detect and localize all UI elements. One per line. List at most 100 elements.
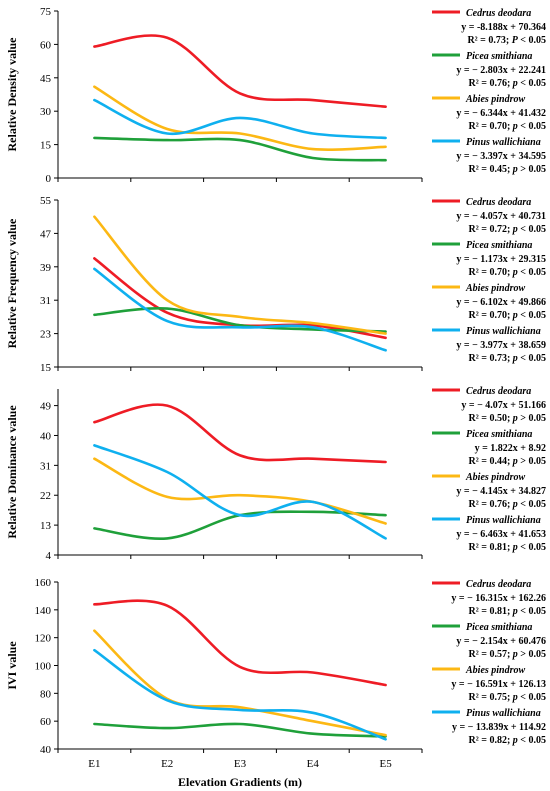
legend-equation: y = − 1.173x + 29.315 xyxy=(456,254,546,265)
series-line-pinus-wallichiana xyxy=(93,444,387,540)
legend-r2: R² = 0.57; xyxy=(469,649,513,660)
legend: Cedrus deodara y = -8.188x + 70.364 R² = 0… xyxy=(432,8,546,175)
legend-equation: y = − 4.057x + 40.731 xyxy=(456,211,546,222)
series-line-abies-pindrow xyxy=(93,85,387,152)
y-tick-label: 49 xyxy=(40,401,52,413)
y-tick-label: 0 xyxy=(46,173,52,185)
legend-series-name: Abies pindrow xyxy=(465,472,526,483)
y-tick-label: 13 xyxy=(40,520,52,532)
legend-series-name: Pinus wallichiana xyxy=(466,326,541,337)
legend-stats: R² = 0.70; p < 0.05 xyxy=(469,310,546,321)
legend-p-value: < 0.05 xyxy=(518,735,546,746)
series-line-cedrus-deodara xyxy=(93,34,387,108)
legend-stats: R² = 0.50; p > 0.05 xyxy=(469,413,546,424)
legend-stats: R² = 0.76; p < 0.05 xyxy=(469,499,546,510)
legend-r2: R² = 0.76; xyxy=(469,78,513,89)
legend-stats: R² = 0.70; p < 0.05 xyxy=(469,267,546,278)
legend-p-value: < 0.05 xyxy=(518,121,546,132)
legend-p-value: < 0.05 xyxy=(518,78,546,89)
legend-p-symbol: p xyxy=(512,606,518,617)
legend-stats: R² = 0.75; p < 0.05 xyxy=(469,692,546,703)
series-line-pinus-wallichiana xyxy=(93,267,387,352)
legend-p-value: < 0.05 xyxy=(518,542,546,553)
y-tick-label: 140 xyxy=(35,605,52,617)
x-axis-label: Elevation Gradients (m) xyxy=(178,775,302,789)
legend-r2: R² = 0.81; xyxy=(469,542,513,553)
legend-stats: R² = 0.57; p > 0.05 xyxy=(469,649,546,660)
legend-equation: y = − 16.591x + 126.13 xyxy=(451,679,546,690)
legend-p-value: < 0.05 xyxy=(518,267,546,278)
y-axis-label: Relative Frequency value xyxy=(5,218,19,348)
y-tick-label: 40 xyxy=(40,430,52,442)
legend-equation: y = − 3.977x + 38.659 xyxy=(456,340,546,351)
legend-p-value: < 0.05 xyxy=(518,499,546,510)
legend-r2: R² = 0.82; xyxy=(469,735,513,746)
legend-p-symbol: p xyxy=(512,224,518,235)
legend-p-symbol: p xyxy=(512,649,518,660)
legend-p-value: < 0.05 xyxy=(518,353,546,364)
legend-p-symbol: p xyxy=(512,310,518,321)
legend-p-symbol: p xyxy=(512,735,518,746)
y-tick-label: 120 xyxy=(35,633,52,645)
y-tick-label: 40 xyxy=(40,744,52,756)
legend-series-name: Picea smithiana xyxy=(466,429,532,440)
legend: Cedrus deodara y = − 4.057x + 40.731 R² = … xyxy=(432,197,546,364)
y-tick-label: 100 xyxy=(35,661,52,673)
legend-p-symbol: p xyxy=(512,78,518,89)
legend-equation: y = 1.822x + 8.92 xyxy=(475,443,546,454)
series-line-abies-pindrow xyxy=(93,457,387,525)
y-tick-label: 31 xyxy=(40,460,51,472)
legend-r2: R² = 0.72; xyxy=(469,224,513,235)
y-tick-label: 80 xyxy=(40,688,52,700)
legend-r2: R² = 0.70; xyxy=(469,267,513,278)
y-axis-label: IVI value xyxy=(5,641,19,690)
legend-stats: R² = 0.81; p < 0.05 xyxy=(469,606,546,617)
legend-p-symbol: p xyxy=(512,267,518,278)
x-tick-label: E3 xyxy=(234,758,247,770)
series-line-picea-smithiana xyxy=(93,136,387,162)
y-tick-label: 60 xyxy=(40,39,52,51)
y-tick-label: 23 xyxy=(40,329,52,341)
legend-series-name: Cedrus deodara xyxy=(466,8,531,19)
legend-equation: y = − 2.154x + 60.476 xyxy=(456,636,546,647)
y-tick-label: 15 xyxy=(40,140,52,152)
y-tick-label: 22 xyxy=(40,490,51,502)
legend-series-name: Cedrus deodara xyxy=(466,386,531,397)
legend-series-name: Abies pindrow xyxy=(465,94,526,105)
y-tick-label: 31 xyxy=(40,295,51,307)
y-tick-label: 15 xyxy=(40,362,52,374)
legend-series-name: Pinus wallichiana xyxy=(466,515,541,526)
y-tick-label: 60 xyxy=(40,716,52,728)
legend-r2: R² = 0.76; xyxy=(469,499,513,510)
legend-p-symbol: p xyxy=(512,542,518,553)
series-line-picea-smithiana xyxy=(93,307,387,333)
legend-r2: R² = 0.70; xyxy=(469,310,513,321)
legend: Cedrus deodara y = − 4.07x + 51.166 R² = 0… xyxy=(432,386,546,553)
legend-series-name: Abies pindrow xyxy=(465,665,526,676)
legend-series-name: Pinus wallichiana xyxy=(466,708,541,719)
legend-r2: R² = 0.45; xyxy=(469,164,513,175)
legend-p-symbol: p xyxy=(512,413,518,424)
legend-series-name: Picea smithiana xyxy=(466,51,532,62)
legend-series-name: Cedrus deodara xyxy=(466,579,531,590)
x-tick-label: E1 xyxy=(88,758,100,770)
panel-1: 0 15 30 45 60 75 Relative Density value Cedrus … xyxy=(5,6,546,185)
series-line-pinus-wallichiana xyxy=(93,648,387,741)
legend-p-symbol: p xyxy=(512,121,518,132)
y-axis-label: Relative Dominance value xyxy=(5,405,19,539)
legend-stats: R² = 0.82; p < 0.05 xyxy=(469,735,546,746)
legend-p-value: < 0.05 xyxy=(518,606,546,617)
legend-r2: R² = 0.44; xyxy=(469,456,513,467)
series-line-picea-smithiana xyxy=(93,722,387,738)
legend-stats: R² = 0.72; p < 0.05 xyxy=(469,224,546,235)
legend-p-value: > 0.05 xyxy=(518,164,546,175)
legend-r2: R² = 0.73; xyxy=(467,35,511,46)
legend-equation: y = − 6.463x + 41.653 xyxy=(456,529,546,540)
legend-stats: R² = 0.45; p > 0.05 xyxy=(469,164,546,175)
legend-series-name: Cedrus deodara xyxy=(466,197,531,208)
y-axis-label: Relative Density value xyxy=(5,37,19,152)
legend-r2: R² = 0.50; xyxy=(469,413,513,424)
x-tick-label: E5 xyxy=(379,758,392,770)
x-tick-label: E2 xyxy=(161,758,173,770)
